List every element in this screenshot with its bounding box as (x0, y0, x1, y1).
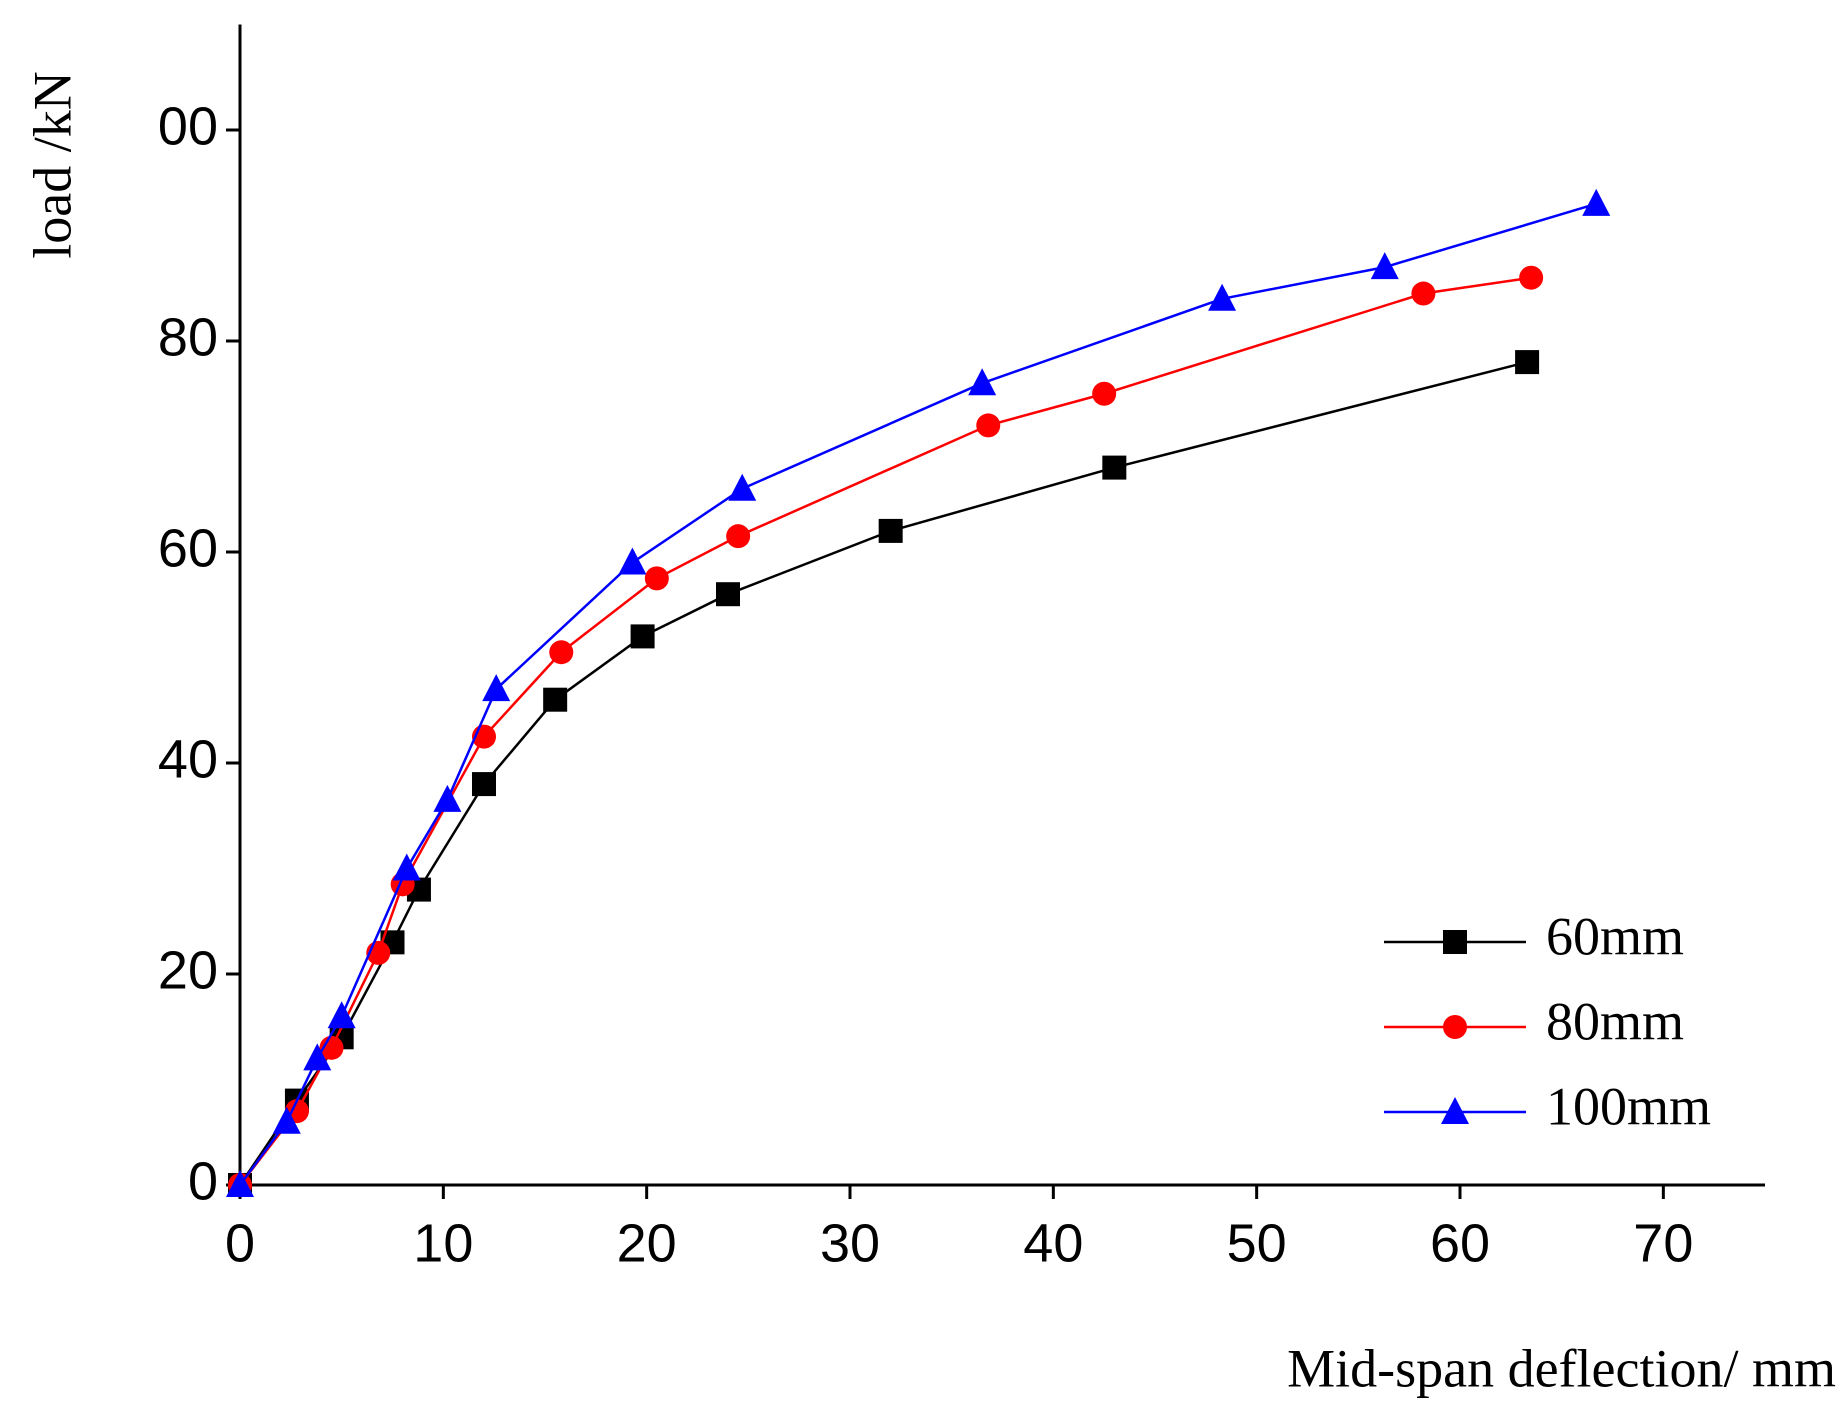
marker (618, 547, 647, 575)
marker (1582, 188, 1611, 216)
marker (968, 368, 997, 396)
legend-marker (1443, 1015, 1467, 1039)
marker (1370, 252, 1399, 280)
series-line (238, 360, 1528, 1186)
y-tick-label: 20 (158, 940, 218, 1000)
marker (433, 784, 462, 812)
y-axis-label: load /kN (22, 71, 82, 258)
x-tick-label: 70 (1633, 1213, 1693, 1273)
series-line (239, 276, 1532, 1186)
marker (630, 624, 655, 649)
marker (976, 413, 1001, 438)
series-line (238, 202, 1597, 1186)
x-tick-label: 40 (1023, 1213, 1083, 1273)
marker (327, 1001, 356, 1029)
marker (728, 473, 757, 501)
x-axis-label: Mid-span deflection/ mm (1287, 1338, 1836, 1398)
marker (878, 518, 903, 543)
x-tick-label: 20 (617, 1213, 677, 1273)
marker (644, 566, 669, 591)
x-tick-label: 50 (1227, 1213, 1287, 1273)
marker (716, 582, 740, 607)
legend-label: 80mm (1546, 991, 1684, 1051)
marker (1092, 381, 1117, 406)
marker (543, 687, 568, 712)
y-tick-label: 0 (188, 1151, 218, 1211)
marker (226, 1170, 254, 1197)
x-tick-label: 0 (225, 1213, 255, 1273)
marker (549, 640, 574, 665)
legend-label: 100mm (1546, 1076, 1711, 1136)
y-tick-label: 60 (158, 518, 218, 578)
y-tick-label: 00 (158, 96, 218, 156)
legend-marker (1441, 1097, 1469, 1124)
marker (472, 772, 496, 797)
marker (1519, 265, 1544, 290)
marker (1411, 281, 1436, 306)
marker (726, 524, 751, 549)
marker (303, 1043, 332, 1071)
legend-label: 60mm (1546, 906, 1684, 966)
x-tick-label: 10 (413, 1213, 473, 1273)
marker (482, 674, 511, 702)
marker (1102, 455, 1127, 480)
legend-marker (1443, 930, 1467, 954)
marker (1208, 283, 1237, 311)
y-tick-label: 40 (158, 729, 218, 789)
x-tick-label: 60 (1430, 1213, 1490, 1273)
marker (392, 853, 421, 881)
x-tick-label: 30 (820, 1213, 880, 1273)
y-tick-label: 80 (158, 307, 218, 367)
marker (1515, 350, 1540, 375)
marker (272, 1106, 301, 1134)
